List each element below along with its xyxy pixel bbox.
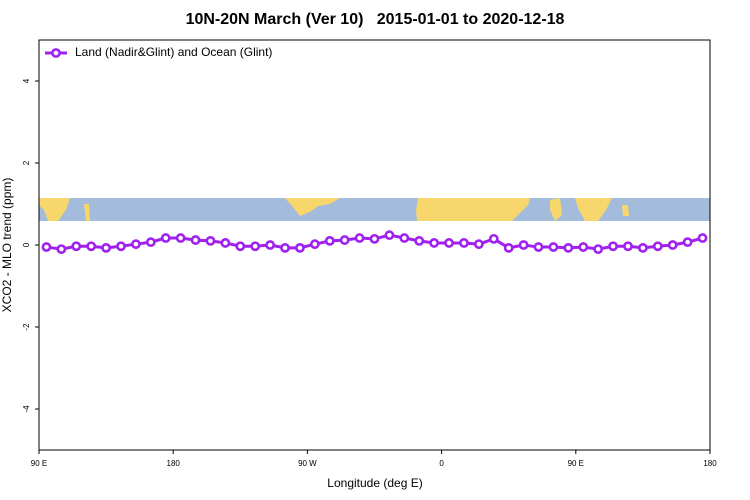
data-point — [652, 241, 663, 252]
data-point — [295, 242, 305, 253]
data-point — [220, 238, 231, 248]
data-point — [175, 233, 186, 243]
data-point — [444, 238, 454, 248]
data-point — [56, 244, 67, 254]
x-tick-label: 90 W — [298, 459, 317, 468]
data-point — [473, 239, 484, 250]
data-point — [638, 242, 648, 253]
data-point — [190, 235, 201, 245]
data-point — [160, 233, 171, 243]
y-tick-label: -2 — [22, 323, 31, 331]
data-point — [533, 242, 544, 252]
data-point — [280, 242, 290, 253]
x-tick-label: 180 — [703, 459, 717, 468]
data-point — [101, 242, 111, 253]
data-point — [369, 233, 380, 244]
x-axis-label: Longitude (deg E) — [327, 476, 422, 490]
data-point — [250, 241, 261, 252]
data-point — [488, 233, 499, 244]
data-point — [563, 242, 574, 253]
data-point — [578, 242, 589, 252]
y-tick-label: 4 — [22, 78, 31, 83]
data-point — [309, 239, 320, 250]
data-point — [667, 240, 678, 250]
data-point — [399, 233, 410, 243]
y-tick-label: -4 — [22, 405, 31, 413]
data-point — [324, 235, 335, 246]
x-tick-label: 90 E — [568, 459, 584, 468]
map-strip — [39, 198, 710, 221]
data-point — [518, 240, 529, 250]
legend-marker — [51, 48, 61, 58]
x-tick-label: 0 — [439, 459, 444, 468]
data-point — [71, 241, 82, 252]
chart-title: 10N-20N March (Ver 10) 2015-01-01 to 202… — [186, 11, 565, 28]
x-tick-label: 90 E — [31, 459, 47, 468]
data-point — [116, 241, 126, 252]
data-point — [384, 230, 395, 241]
y-tick-label: 0 — [22, 242, 31, 247]
data-point — [459, 238, 469, 248]
data-point — [235, 241, 246, 252]
data-point — [623, 241, 633, 252]
data-point — [682, 237, 693, 248]
data-point — [41, 242, 52, 252]
data-point — [265, 240, 276, 250]
data-point — [145, 237, 156, 248]
data-point — [205, 235, 216, 246]
data-point — [593, 244, 604, 254]
y-axis-label: XCO2 - MLO trend (ppm) — [0, 178, 14, 313]
x-tick-label: 180 — [167, 459, 181, 468]
data-point — [548, 242, 559, 252]
data-point — [503, 242, 514, 253]
data-point — [354, 233, 365, 243]
data-point — [131, 239, 141, 250]
data-point — [339, 235, 350, 245]
y-tick-label: 2 — [22, 160, 31, 165]
legend-label: Land (Nadir&Glint) and Ocean (Glint) — [75, 45, 272, 59]
data-point — [697, 233, 708, 243]
data-point — [414, 235, 425, 246]
data-point — [86, 241, 97, 252]
data-point — [429, 238, 440, 248]
data-point — [608, 241, 618, 252]
